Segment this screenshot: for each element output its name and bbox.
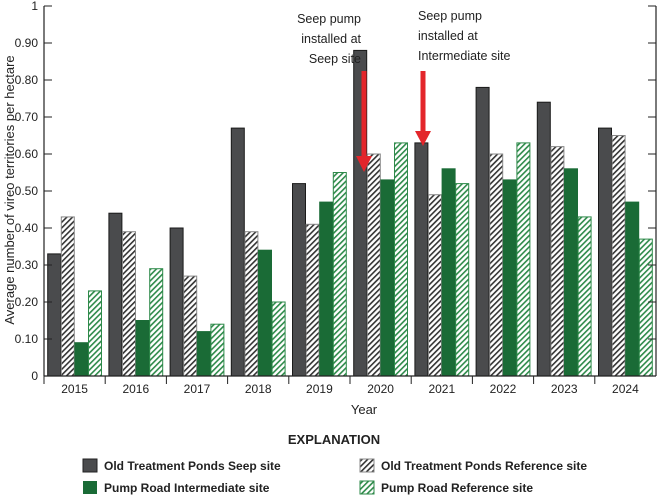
bar-old-treatment-ponds-reference-site-2021: [428, 194, 442, 377]
bar-pump-road-intermediate-site-2024: [625, 201, 640, 377]
bar-old-treatment-ponds-reference-site-2017: [183, 275, 198, 377]
y-tick-label: 0.60: [15, 147, 39, 161]
x-tick-label: 2018: [245, 382, 272, 396]
bar-pump-road-reference-site-2015: [88, 290, 102, 377]
y-tick-label: 0: [31, 369, 38, 383]
y-tick-label: 0.70: [15, 110, 39, 124]
bar-pump-road-reference-site-2024: [638, 238, 653, 377]
bar-pump-road-intermediate-site-2020: [380, 179, 395, 377]
bar-pump-road-intermediate-site-2015: [74, 342, 89, 377]
bar-old-treatment-ponds-reference-site-2015: [60, 216, 75, 377]
bar-old-treatment-ponds-seep-site-2015: [47, 253, 62, 377]
bar-old-treatment-ponds-seep-site-2016: [108, 212, 123, 377]
bar-old-treatment-ponds-reference-site-2016: [122, 231, 136, 377]
bar-pump-road-reference-site-2020: [394, 142, 408, 377]
x-tick-label: 2017: [184, 382, 211, 396]
y-tick-label: 0.50: [15, 184, 39, 198]
bar-old-treatment-ponds-reference-site-2024: [611, 135, 626, 377]
x-tick-label: 2019: [306, 382, 333, 396]
bar-old-treatment-ponds-seep-site-2024: [598, 127, 612, 377]
y-tick-label: 0.40: [15, 221, 39, 235]
legend: Old Treatment Ponds Seep site Old Treatm…: [82, 458, 587, 495]
legend-swatch: [359, 458, 375, 473]
legend-title: EXPLANATION: [288, 432, 380, 447]
bar-old-treatment-ponds-seep-site-2019: [292, 183, 306, 377]
annotation-intermediate: Seep pump installed at Intermediate site: [415, 9, 510, 146]
arrow-head-icon: [356, 156, 372, 172]
y-tick-label: 0.90: [15, 36, 39, 50]
legend-swatch: [82, 458, 98, 473]
bars-group: [47, 49, 653, 377]
annotation-seep: Seep pump installed at Seep site: [297, 12, 372, 172]
x-tick-label: 2015: [61, 382, 88, 396]
arrow-icon: [361, 71, 367, 158]
x-tick-label: 2024: [612, 382, 639, 396]
bar-old-treatment-ponds-seep-site-2023: [536, 101, 551, 377]
bar-pump-road-reference-site-2022: [516, 142, 531, 377]
y-tick-label: 0.10: [15, 332, 39, 346]
x-tick-label: 2022: [490, 382, 517, 396]
legend-label: Pump Road Intermediate site: [104, 481, 270, 495]
bar-old-treatment-ponds-seep-site-2021: [414, 142, 429, 377]
bar-old-treatment-ponds-seep-site-2017: [169, 227, 184, 377]
bar-pump-road-reference-site-2017: [210, 323, 225, 377]
annotation-text: Intermediate site: [418, 49, 510, 63]
bar-old-treatment-ponds-seep-site-2018: [230, 127, 245, 377]
legend-label: Old Treatment Ponds Seep site: [104, 459, 281, 473]
legend-swatch: [83, 481, 97, 494]
bar-pump-road-reference-site-2023: [577, 216, 592, 377]
bar-pump-road-intermediate-site-2022: [502, 179, 517, 377]
x-axis-label: Year: [351, 402, 378, 417]
axes: 0 0.10 0.20 0.30 0.40 0.50 0.60 0.70 0.80 0.90 1 20…: [15, 0, 657, 396]
bar-old-treatment-ponds-reference-site-2020: [366, 153, 381, 377]
legend-label: Old Treatment Ponds Reference site: [381, 459, 587, 473]
bar-old-treatment-ponds-seep-site-2022: [475, 86, 490, 377]
y-tick-label: 1: [31, 0, 38, 13]
y-axis-label: Average number of vireo territories per …: [2, 55, 17, 324]
bar-pump-road-intermediate-site-2019: [319, 201, 334, 377]
bar-old-treatment-ponds-reference-site-2023: [550, 146, 565, 377]
y-tick-label: 0.80: [15, 73, 39, 87]
x-tick-label: 2023: [551, 382, 578, 396]
annotation-text: Seep pump: [418, 9, 482, 23]
bar-old-treatment-ponds-reference-site-2018: [244, 231, 259, 377]
x-tick-label: 2020: [367, 382, 394, 396]
legend-label: Pump Road Reference site: [381, 481, 533, 495]
bar-pump-road-intermediate-site-2016: [135, 320, 150, 377]
annotation-text: Seep pump: [297, 12, 361, 26]
annotation-text: installed at: [418, 29, 478, 43]
annotation-text: installed at: [301, 32, 361, 46]
arrow-icon: [420, 71, 426, 133]
bar-old-treatment-ponds-reference-site-2022: [489, 153, 504, 377]
bar-pump-road-intermediate-site-2021: [441, 168, 456, 377]
x-tick-label: 2021: [428, 382, 455, 396]
bar-pump-road-reference-site-2021: [455, 183, 470, 377]
y-tick-label: 0.20: [15, 295, 39, 309]
annotation-text: Seep site: [309, 52, 361, 66]
arrow-head-icon: [415, 131, 431, 146]
bar-pump-road-reference-site-2016: [149, 268, 164, 377]
bar-pump-road-intermediate-site-2017: [196, 331, 211, 377]
bar-old-treatment-ponds-reference-site-2019: [305, 223, 320, 377]
x-tick-label: 2016: [122, 382, 149, 396]
bar-pump-road-intermediate-site-2018: [258, 249, 272, 377]
bar-pump-road-intermediate-site-2023: [564, 168, 578, 377]
y-tick-label: 0.30: [15, 258, 39, 272]
bar-pump-road-reference-site-2019: [332, 172, 347, 377]
legend-swatch: [359, 480, 375, 495]
bar-pump-road-reference-site-2018: [271, 301, 286, 377]
